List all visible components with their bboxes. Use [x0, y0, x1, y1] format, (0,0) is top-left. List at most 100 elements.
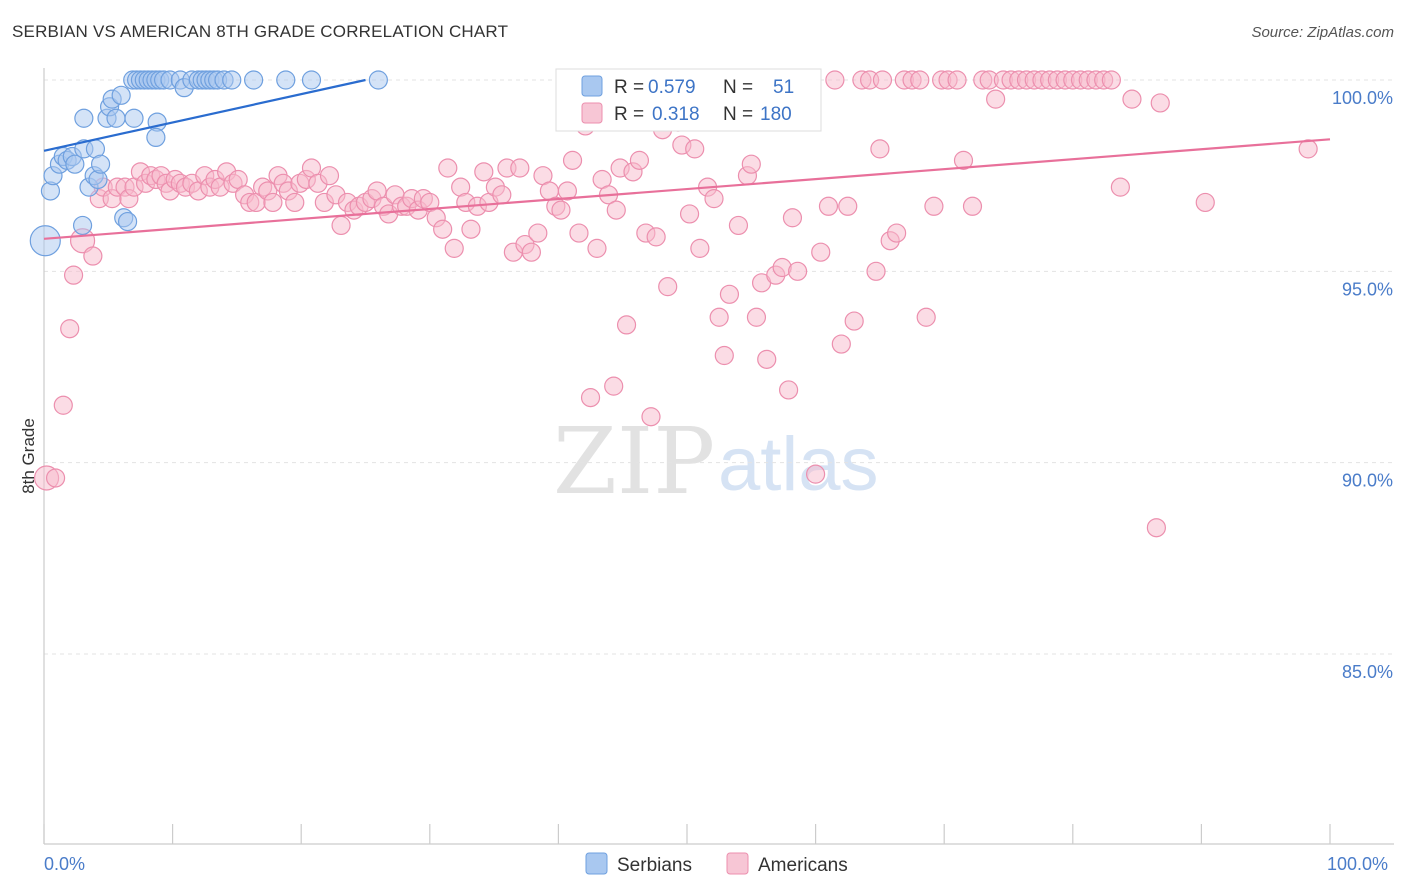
serbian-point: [29, 225, 61, 257]
chart-title: SERBIAN VS AMERICAN 8TH GRADE CORRELATIO…: [12, 22, 509, 41]
american-point: [1122, 89, 1142, 109]
american-point: [629, 150, 650, 170]
x-tick-label-max: 100.0%: [1327, 854, 1388, 874]
american-point: [782, 208, 803, 228]
american-point: [1101, 70, 1121, 90]
bottom-legend-swatch-serbians: [585, 852, 608, 875]
legend-n-value-americans: 180: [760, 104, 792, 125]
american-point: [719, 284, 740, 304]
american-point: [887, 223, 907, 243]
american-point: [606, 200, 626, 220]
serbian-point: [368, 70, 388, 90]
american-point: [872, 70, 893, 90]
american-point: [986, 89, 1006, 109]
american-trend-line: [43, 138, 1331, 240]
american-point: [580, 388, 601, 408]
american-point: [263, 192, 283, 213]
american-point: [679, 204, 700, 224]
american-point: [616, 315, 637, 335]
american-point: [53, 395, 73, 415]
american-point: [831, 334, 851, 354]
american-point: [709, 307, 729, 327]
serbian-point: [74, 108, 94, 128]
american-point: [646, 227, 666, 247]
american-point: [557, 181, 578, 201]
american-point: [1298, 139, 1318, 159]
american-point: [778, 380, 799, 400]
serbian-point: [276, 70, 296, 90]
american-point: [844, 311, 864, 331]
x-tick-label-min: 0.0%: [44, 854, 85, 874]
american-point: [953, 150, 974, 170]
american-point: [838, 196, 858, 216]
american-point: [746, 307, 767, 327]
american-point: [757, 349, 777, 369]
grid-lines: [44, 79, 1394, 655]
american-point: [569, 223, 589, 243]
american-point: [1195, 192, 1215, 213]
bottom-legend-label-serbians: Serbians: [617, 855, 692, 876]
american-point: [704, 189, 724, 209]
american-point: [562, 150, 583, 170]
serbian-point: [111, 85, 131, 105]
y-tick-label: 90.0%: [1342, 471, 1393, 491]
american-point: [587, 238, 607, 258]
legend-n-value-serbians: 51: [773, 77, 794, 98]
american-point: [658, 277, 678, 297]
american-point: [910, 70, 930, 90]
serbian-point: [124, 108, 144, 128]
american-point: [947, 70, 967, 90]
american-point: [690, 238, 710, 258]
american-point: [811, 242, 831, 262]
american-point: [805, 464, 826, 484]
american-point: [825, 70, 845, 90]
legend-r-value-serbians: 0.579: [648, 77, 696, 98]
chart-source: Source: ZipAtlas.com: [1251, 24, 1394, 41]
american-point: [916, 307, 936, 327]
y-tick-label: 85.0%: [1342, 662, 1393, 682]
trend-lines: [43, 78, 1331, 240]
stats-legend: R = 0.579 N = 51 R = 0.318 N = 180: [555, 68, 822, 132]
serbians-points: [29, 70, 388, 257]
legend-r-label-serbians: R =: [614, 77, 644, 98]
american-point: [866, 261, 886, 281]
american-point: [818, 196, 839, 216]
american-point: [492, 185, 512, 205]
bottom-legend-swatch-americans: [726, 852, 749, 875]
american-point: [641, 407, 661, 427]
american-point: [962, 196, 983, 216]
american-point: [1150, 93, 1170, 113]
legend-swatch-americans: [581, 102, 603, 124]
watermark-atlas: atlas: [718, 422, 879, 507]
serbian-point: [146, 127, 166, 147]
legend-n-label-americans: N =: [723, 104, 753, 125]
legend-r-value-americans: 0.318: [652, 104, 700, 125]
american-point: [319, 166, 340, 186]
watermark-zip: ZIP: [553, 408, 715, 515]
american-point: [551, 200, 571, 220]
y-tick-label: 95.0%: [1342, 279, 1393, 299]
serbian-point: [72, 215, 93, 236]
american-point: [714, 345, 734, 366]
american-point: [444, 238, 464, 258]
legend-n-label-serbians: N =: [723, 77, 753, 98]
american-point: [787, 261, 808, 281]
american-point: [474, 162, 494, 182]
american-point: [685, 139, 705, 159]
y-tick-label: 100.0%: [1332, 88, 1393, 108]
american-point: [1146, 518, 1166, 538]
american-point: [604, 376, 624, 396]
serbian-point: [301, 70, 322, 90]
series-legend: Serbians Americans: [585, 852, 848, 876]
american-point: [63, 265, 84, 285]
american-point: [924, 196, 944, 216]
american-point: [45, 468, 66, 488]
american-point: [510, 158, 530, 178]
serbian-point: [222, 70, 242, 90]
american-point: [1110, 177, 1130, 197]
serbian-trend-line: [43, 78, 366, 152]
american-point: [83, 246, 103, 266]
serbian-point: [244, 70, 264, 90]
x-axis-ticks: [43, 824, 1331, 844]
